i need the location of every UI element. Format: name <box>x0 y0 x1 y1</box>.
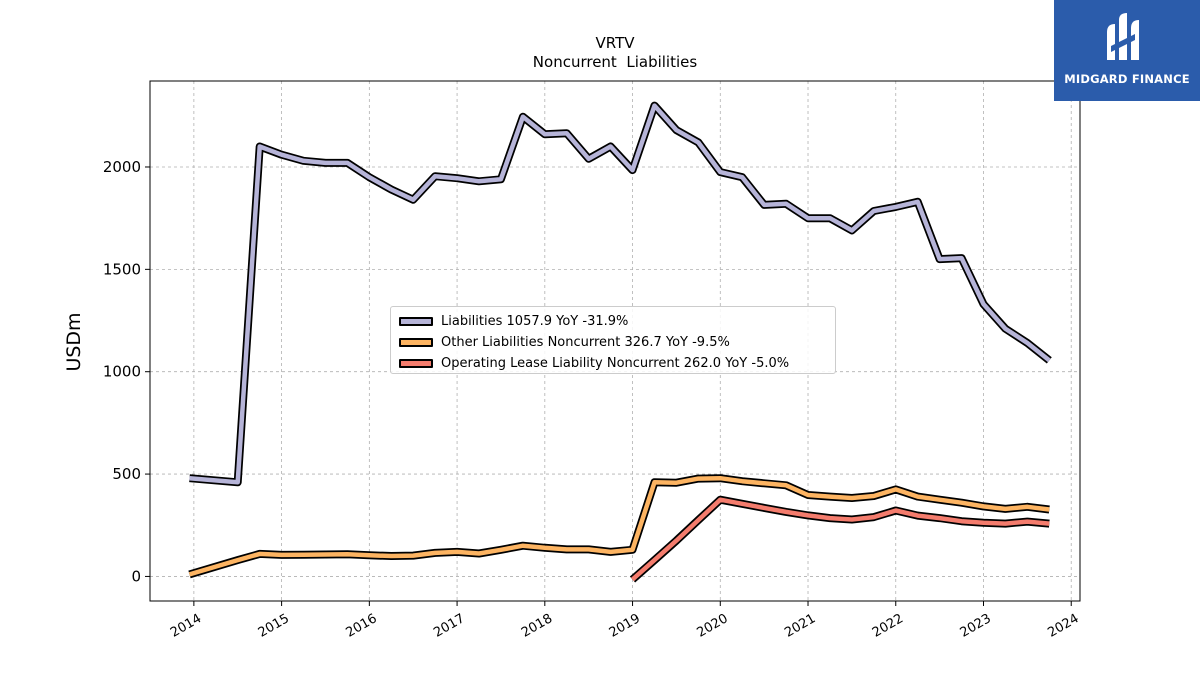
x-tick-label: 2021 <box>782 611 818 641</box>
legend-swatch-operating-lease <box>399 359 433 368</box>
series-line <box>188 475 1050 577</box>
x-axis: 2014 2015 2016 2017 2018 2019 2020 2021 2022 2023… <box>168 601 1082 641</box>
y-tick-label: 500 <box>112 465 141 483</box>
series-line-outline <box>629 495 1050 583</box>
series-other-liabilities-noncurrent <box>188 474 1050 579</box>
legend-swatch-liabilities <box>399 317 433 326</box>
series-operating-lease-liability-noncurrent <box>629 495 1050 583</box>
x-tick-label: 2024 <box>1045 611 1081 641</box>
x-tick-label: 2020 <box>694 611 730 641</box>
x-tick-label: 2017 <box>431 611 467 641</box>
series-layer <box>188 101 1052 583</box>
y-axis-label: USDm <box>63 312 85 371</box>
series-liabilities <box>189 101 1052 487</box>
y-tick-label: 1000 <box>103 363 141 381</box>
y-tick-label: 2000 <box>103 158 141 176</box>
legend-label-operating-lease: Operating Lease Liability Noncurrent 262… <box>441 356 790 371</box>
x-tick-label: 2016 <box>344 611 380 641</box>
x-tick-label: 2014 <box>168 611 204 641</box>
series-line <box>189 103 1051 485</box>
y-tick-label: 0 <box>131 567 141 585</box>
series-line <box>631 497 1050 582</box>
y-tick-label: 1500 <box>103 260 141 278</box>
legend-item-liabilities: Liabilities 1057.9 YoY -31.9% <box>399 311 827 332</box>
legend-item-other-liabilities: Other Liabilities Noncurrent 326.7 YoY -… <box>399 332 827 353</box>
series-line-outline <box>188 474 1050 579</box>
legend-swatch-other-liabilities <box>399 338 433 347</box>
legend-label-liabilities: Liabilities 1057.9 YoY -31.9% <box>441 314 629 329</box>
y-axis: 0 500 1000 1500 2000 <box>103 158 150 585</box>
x-tick-label: 2022 <box>870 611 906 641</box>
brand-logo: MIDGARD FINANCE <box>1054 0 1200 101</box>
legend-item-operating-lease: Operating Lease Liability Noncurrent 262… <box>399 353 827 374</box>
x-tick-label: 2023 <box>958 611 994 641</box>
midgard-logo-icon <box>1107 13 1139 60</box>
legend-label-other-liabilities: Other Liabilities Noncurrent 326.7 YoY -… <box>441 335 730 350</box>
logo-text: MIDGARD FINANCE <box>1064 72 1190 86</box>
chart-subtitle: Noncurrent Liabilities <box>533 53 698 71</box>
chart-title: VRTV <box>595 34 635 52</box>
legend: Liabilities 1057.9 YoY -31.9% Other Liab… <box>390 306 836 374</box>
x-tick-label: 2015 <box>256 611 292 641</box>
x-tick-label: 2018 <box>519 611 555 641</box>
plot-frame <box>149 80 1081 602</box>
x-tick-label: 2019 <box>607 611 643 641</box>
